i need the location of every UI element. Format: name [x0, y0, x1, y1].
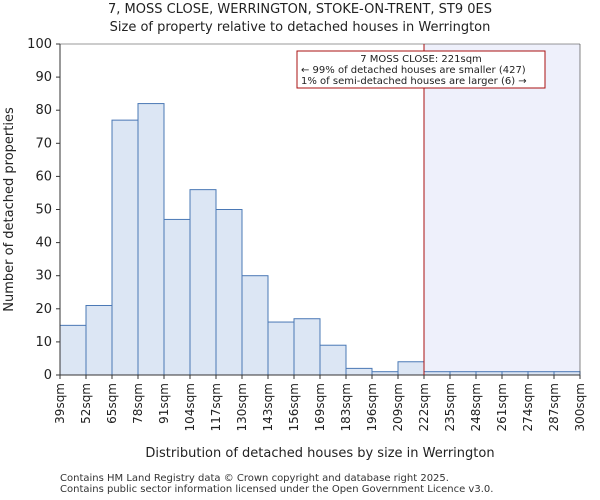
- histogram-bar: [137, 103, 165, 376]
- chart-subtitle: Size of property relative to detached ho…: [109, 20, 491, 35]
- annotation-box: [296, 50, 546, 89]
- histogram-bar: [85, 304, 113, 376]
- x-axis-title: Distribution of detached houses by size …: [145, 446, 494, 461]
- histogram-bar: [59, 324, 87, 376]
- x-tick-label: 248sqm: [469, 383, 483, 431]
- highlight-region: [424, 44, 580, 375]
- histogram-bar: [163, 218, 191, 376]
- x-tick-label: 222sqm: [417, 383, 431, 431]
- chart-title: 7, MOSS CLOSE, WERRINGTON, STOKE-ON-TREN…: [107, 2, 493, 17]
- histogram-bar: [189, 189, 217, 376]
- x-tick-label: 39sqm: [53, 383, 67, 424]
- x-tick-label: 183sqm: [339, 383, 353, 431]
- y-tick-label: 40: [35, 236, 52, 251]
- x-tick-label: 143sqm: [261, 383, 275, 431]
- y-tick-label: 90: [35, 70, 52, 85]
- x-tick-label: 209sqm: [391, 383, 405, 431]
- x-tick-label: 196sqm: [365, 383, 379, 431]
- annotation-line: 1% of semi-detached houses are larger (6…: [301, 76, 527, 87]
- x-tick-label: 274sqm: [521, 383, 535, 431]
- x-tick-label: 261sqm: [495, 383, 509, 431]
- y-tick-label: 20: [35, 302, 52, 317]
- histogram-bar: [215, 209, 243, 376]
- y-axis-title: Number of detached properties: [2, 107, 17, 312]
- histogram-chart: 0 10 20 30 40 50 60 70 80 90 100 39sqm 52sqm 65sqm 78s…: [2, 37, 587, 461]
- y-tick-label: 100: [27, 37, 52, 52]
- histogram-bar: [293, 318, 321, 376]
- y-tick-label: 70: [35, 136, 52, 151]
- footer-line-2: Contains public sector information licen…: [60, 484, 494, 495]
- x-tick-label: 235sqm: [443, 383, 457, 431]
- x-tick-label: 104sqm: [183, 383, 197, 431]
- x-tick-label: 156sqm: [287, 383, 301, 431]
- x-tick-label: 169sqm: [313, 383, 327, 431]
- x-tick-label: 65sqm: [105, 383, 119, 424]
- y-tick-label: 10: [35, 335, 52, 350]
- histogram-bar: [111, 119, 139, 376]
- x-tick-label: 78sqm: [131, 383, 145, 424]
- histogram-bar: [267, 321, 295, 376]
- histogram-bar: [241, 275, 269, 376]
- histogram-bar: [319, 344, 347, 376]
- footer-line-1: Contains HM Land Registry data © Crown c…: [60, 473, 449, 484]
- histogram-bar: [397, 361, 425, 376]
- annotation-line: ← 99% of detached houses are smaller (42…: [301, 65, 526, 76]
- annotation-line: 7 MOSS CLOSE: 221sqm: [360, 54, 482, 65]
- x-tick-label: 130sqm: [235, 383, 249, 431]
- y-tick-label: 30: [35, 269, 52, 284]
- x-tick-label: 91sqm: [157, 383, 171, 424]
- x-tick-label: 117sqm: [209, 383, 223, 431]
- y-tick-label: 50: [35, 203, 52, 218]
- histogram-bar: [345, 367, 373, 376]
- x-tick-label: 287sqm: [547, 383, 561, 431]
- y-tick-label: 80: [35, 103, 52, 118]
- y-tick-label: 0: [44, 368, 52, 383]
- x-tick-label: 52sqm: [79, 383, 93, 424]
- y-tick-label: 60: [35, 169, 52, 184]
- x-tick-label: 300sqm: [573, 383, 587, 431]
